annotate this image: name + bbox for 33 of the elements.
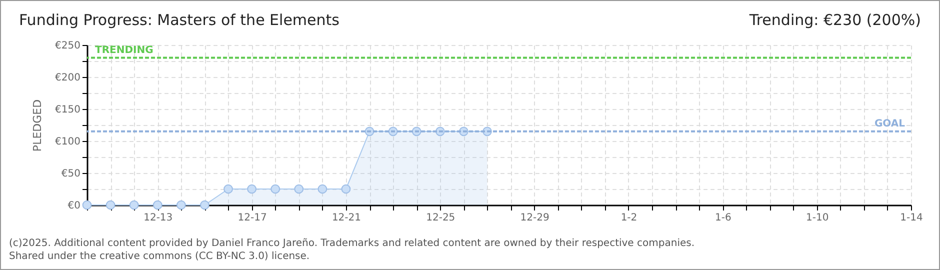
- point: [270, 184, 280, 194]
- text: (c)2025. Additional content provided by Daniel Franco Jareño. Trademarks and related content are owned by their respective companies.: [9, 237, 695, 250]
- point: [129, 200, 139, 210]
- x-tick-label: 12-25: [426, 212, 456, 224]
- point: [176, 200, 186, 210]
- chart-title: Funding Progress: Masters of the Elements: [19, 11, 340, 31]
- y-tick-label: €50: [61, 168, 80, 180]
- x-tick-label: 12-21: [332, 212, 362, 224]
- ref-line-label: GOAL: [874, 118, 906, 130]
- x-tick-label: 12-29: [520, 212, 550, 224]
- point: [224, 184, 233, 194]
- x-tick-label: 12-17: [238, 212, 267, 224]
- y-tick-label: €250: [55, 40, 80, 52]
- point: [106, 200, 116, 210]
- x-tick-label: 1-2: [620, 212, 638, 224]
- x-tick-label: 1-10: [806, 212, 829, 224]
- point: [318, 184, 328, 194]
- x-tick-label: 1-14: [900, 212, 923, 224]
- chart-subtitle: Trending: €230 (200%): [749, 11, 921, 31]
- ref-line-label: TRENDING: [95, 44, 154, 56]
- x-tick-label: 12-13: [144, 212, 173, 224]
- point: [294, 184, 304, 194]
- point: [247, 184, 256, 194]
- x-tick-label: 1-6: [714, 212, 732, 224]
- y-tick-label: €150: [55, 104, 80, 116]
- y-axis-title: PLEDGED: [31, 99, 44, 152]
- point: [200, 200, 210, 210]
- y-tick-label: €100: [55, 136, 80, 148]
- y-tick-label: €200: [55, 72, 80, 84]
- point: [152, 200, 162, 210]
- y-tick-label: €0: [68, 200, 80, 212]
- point: [341, 184, 351, 194]
- text: Shared under the creative commons (CC BY-NC 3.0) license.: [9, 250, 311, 263]
